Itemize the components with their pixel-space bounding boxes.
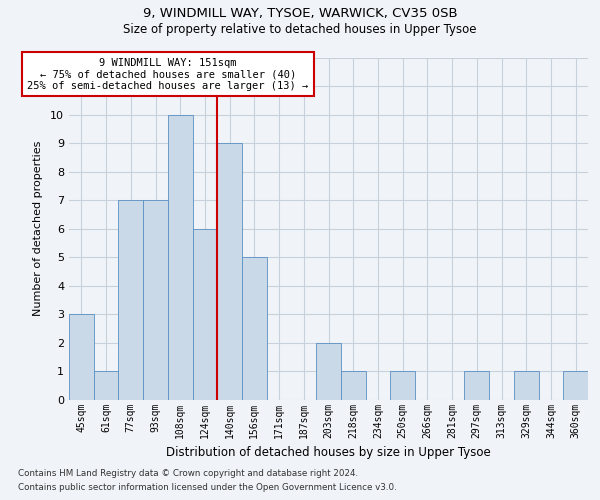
Bar <box>514 372 539 400</box>
Bar <box>563 372 588 400</box>
Text: 9 WINDMILL WAY: 151sqm
← 75% of detached houses are smaller (40)
25% of semi-det: 9 WINDMILL WAY: 151sqm ← 75% of detached… <box>27 58 308 90</box>
Text: Contains HM Land Registry data © Crown copyright and database right 2024.: Contains HM Land Registry data © Crown c… <box>18 468 358 477</box>
Bar <box>94 372 118 400</box>
Bar <box>390 372 415 400</box>
Bar <box>217 143 242 400</box>
Y-axis label: Number of detached properties: Number of detached properties <box>33 141 43 316</box>
X-axis label: Distribution of detached houses by size in Upper Tysoe: Distribution of detached houses by size … <box>166 446 491 460</box>
Bar <box>316 343 341 400</box>
Bar <box>168 114 193 400</box>
Text: Size of property relative to detached houses in Upper Tysoe: Size of property relative to detached ho… <box>123 22 477 36</box>
Bar <box>341 372 365 400</box>
Bar <box>69 314 94 400</box>
Bar <box>193 229 217 400</box>
Text: Contains public sector information licensed under the Open Government Licence v3: Contains public sector information licen… <box>18 484 397 492</box>
Bar <box>118 200 143 400</box>
Bar <box>242 258 267 400</box>
Bar <box>464 372 489 400</box>
Bar <box>143 200 168 400</box>
Text: 9, WINDMILL WAY, TYSOE, WARWICK, CV35 0SB: 9, WINDMILL WAY, TYSOE, WARWICK, CV35 0S… <box>143 8 457 20</box>
